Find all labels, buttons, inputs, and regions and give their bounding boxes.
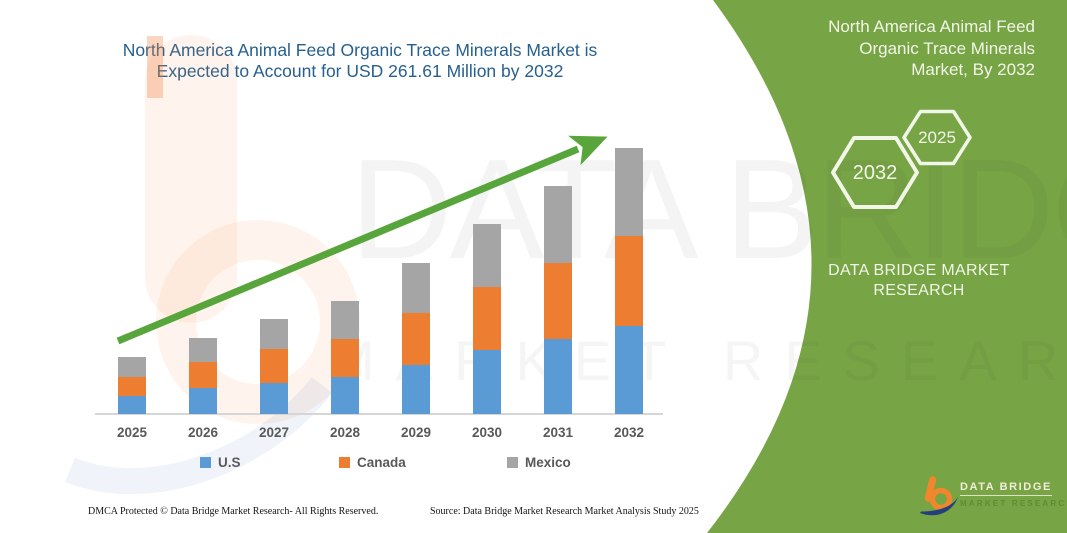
bar-2025-us xyxy=(118,396,146,414)
dbmr-logo-icon xyxy=(920,476,958,516)
x-tick-2030: 2030 xyxy=(471,425,503,440)
side-panel-title-line1: North America Animal Feed xyxy=(828,17,1035,36)
dbmr-logo-underline xyxy=(960,495,1052,496)
bar-2027-us xyxy=(260,382,288,414)
footer-source: Source: Data Bridge Market Research Mark… xyxy=(430,506,699,517)
legend-item-us: U.S xyxy=(200,455,241,470)
bar-2032-canada xyxy=(615,235,643,326)
side-panel-title-line2: Organic Trace Minerals xyxy=(859,38,1035,58)
side-panel-brand-name: DATA BRIDGE MARKET RESEARCH xyxy=(799,261,1039,301)
bar-2028-us xyxy=(331,376,359,414)
hexagon-2032-label: 2032 xyxy=(853,162,898,184)
legend-item-canada: Canada xyxy=(339,455,406,470)
legend-item-mexico: Mexico xyxy=(507,455,571,470)
green-panel-shape xyxy=(707,0,1067,533)
x-tick-2025: 2025 xyxy=(116,425,148,440)
legend-label: U.S xyxy=(218,455,241,470)
bar-2032-us xyxy=(615,325,643,414)
legend-label: Mexico xyxy=(525,455,571,470)
legend-swatch xyxy=(200,457,211,468)
x-tick-2029: 2029 xyxy=(400,425,432,440)
hexagon-2025-label: 2025 xyxy=(918,128,956,147)
side-panel-brand-line1: DATA BRIDGE MARKET xyxy=(828,262,1010,279)
chart-title-line2: Expected to Account for USD 261.61 Milli… xyxy=(156,60,564,81)
bar-2028-canada xyxy=(331,338,359,377)
chart-title: North America Animal Feed Organic Trace … xyxy=(30,40,690,81)
legend-swatch xyxy=(339,457,350,468)
dbmr-logo: DATA BRIDGE MARKET RESEARCH xyxy=(918,473,1067,519)
hexagon-badge-2032 xyxy=(831,136,919,209)
bar-2030-us xyxy=(473,350,501,414)
footer-copyright: DMCA Protected © Data Bridge Market Rese… xyxy=(88,506,379,517)
bar-2027-canada xyxy=(260,349,288,383)
side-panel-brand-line2: RESEARCH xyxy=(873,282,965,299)
hexagon-badge-2025 xyxy=(902,109,972,166)
x-tick-2027: 2027 xyxy=(258,425,290,440)
legend-swatch xyxy=(507,457,518,468)
x-axis-line xyxy=(95,413,663,415)
bar-2025-mexico xyxy=(118,356,146,377)
x-tick-2026: 2026 xyxy=(187,425,219,440)
bar-2029-us xyxy=(402,364,430,414)
bar-2026-us xyxy=(189,387,217,414)
chart-title-line1: North America Animal Feed Organic Trace … xyxy=(122,40,598,60)
x-tick-2028: 2028 xyxy=(329,425,361,440)
bar-2025-canada xyxy=(118,376,146,396)
bar-2032-mexico xyxy=(615,148,643,236)
bar-2031-us xyxy=(544,338,572,414)
legend-label: Canada xyxy=(357,455,406,470)
dbmr-logo-title: DATA BRIDGE xyxy=(960,481,1052,493)
x-tick-2032: 2032 xyxy=(613,425,645,440)
bar-2026-canada xyxy=(189,361,217,388)
side-panel-title-line3: Market, By 2032 xyxy=(911,60,1035,79)
side-panel-title: North America Animal Feed Organic Trace … xyxy=(705,16,1035,81)
dbmr-logo-subtitle: MARKET RESEARCH xyxy=(960,499,1067,508)
x-tick-2031: 2031 xyxy=(542,425,574,440)
